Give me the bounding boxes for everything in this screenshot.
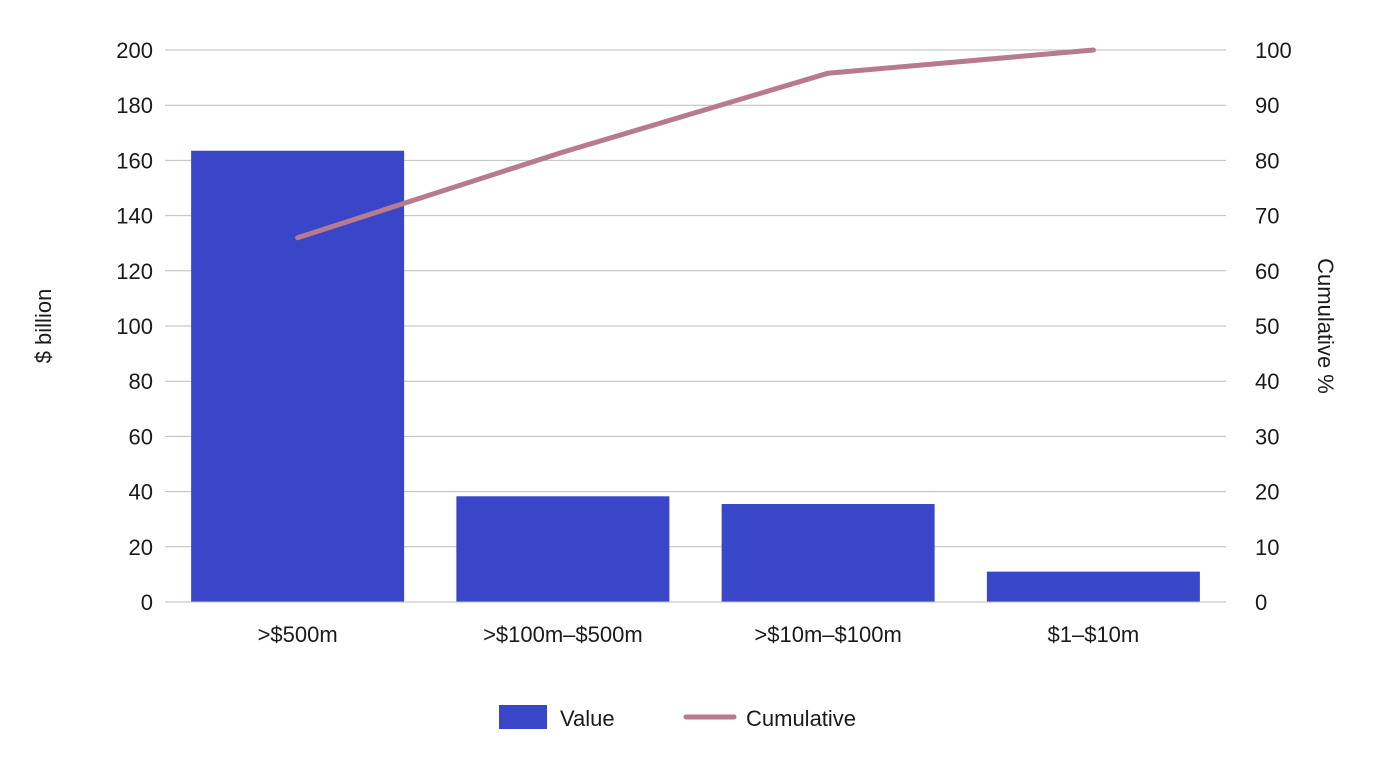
left-tick-label-9: 180 <box>116 93 153 118</box>
left-tick-label-2: 40 <box>129 480 153 505</box>
left-tick-label-7: 140 <box>116 204 153 229</box>
bar-1 <box>456 496 670 602</box>
left-tick-label-5: 100 <box>116 314 153 339</box>
right-tick-label-9: 90 <box>1255 93 1279 118</box>
x-tick-label-2: >$10m–$100m <box>754 622 901 647</box>
left-tick-label-6: 120 <box>116 259 153 284</box>
legend-label-value: Value <box>560 706 615 731</box>
x-axis-ticks: >$500m >$100m–$500m >$10m–$100m $1–$10m <box>258 622 1140 647</box>
right-tick-label-5: 50 <box>1255 314 1279 339</box>
legend: Value Cumulative <box>499 705 856 731</box>
line-series <box>295 47 1096 241</box>
right-tick-label-7: 70 <box>1255 204 1279 229</box>
right-tick-label-1: 10 <box>1255 535 1279 560</box>
left-axis-title: $ billion <box>31 289 56 364</box>
left-tick-label-10: 200 <box>116 38 153 63</box>
left-tick-label-8: 160 <box>116 148 153 173</box>
right-tick-label-8: 80 <box>1255 148 1279 173</box>
bar-3 <box>986 571 1200 602</box>
legend-label-cumulative: Cumulative <box>746 706 856 731</box>
left-tick-label-3: 60 <box>129 424 153 449</box>
cumulative-line <box>295 47 1096 241</box>
right-tick-label-10: 100 <box>1255 38 1292 63</box>
right-tick-label-3: 30 <box>1255 424 1279 449</box>
left-tick-label-1: 20 <box>129 535 153 560</box>
left-axis-ticks: 0 20 40 60 80 100 120 140 160 180 200 <box>116 38 153 615</box>
right-tick-label-0: 0 <box>1255 590 1267 615</box>
right-tick-label-6: 60 <box>1255 259 1279 284</box>
x-tick-label-3: $1–$10m <box>1048 622 1140 647</box>
right-tick-label-2: 20 <box>1255 480 1279 505</box>
left-tick-label-0: 0 <box>141 590 153 615</box>
right-axis-title: Cumulative % <box>1313 258 1338 394</box>
left-tick-label-4: 80 <box>129 369 153 394</box>
right-tick-label-4: 40 <box>1255 369 1279 394</box>
bar-2 <box>721 504 935 602</box>
x-tick-label-0: >$500m <box>258 622 338 647</box>
legend-swatch-value <box>499 705 547 729</box>
x-tick-label-1: >$100m–$500m <box>483 622 643 647</box>
bar-0 <box>191 150 405 603</box>
right-axis-ticks: 0 10 20 30 40 50 60 70 80 90 100 <box>1255 38 1292 615</box>
bar-series <box>191 150 1200 603</box>
